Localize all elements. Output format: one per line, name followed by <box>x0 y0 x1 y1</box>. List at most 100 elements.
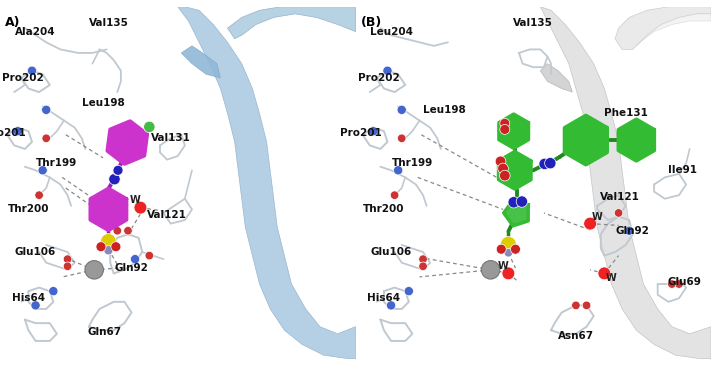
Polygon shape <box>498 152 531 189</box>
Circle shape <box>572 301 580 310</box>
Polygon shape <box>107 121 147 164</box>
Circle shape <box>48 286 58 296</box>
Polygon shape <box>228 7 356 39</box>
Text: Thr200: Thr200 <box>8 204 49 214</box>
Text: Leu198: Leu198 <box>423 105 466 115</box>
Text: Pro202: Pro202 <box>358 73 400 83</box>
Circle shape <box>109 173 120 185</box>
Circle shape <box>584 217 597 230</box>
Polygon shape <box>181 46 220 78</box>
Text: Val121: Val121 <box>147 210 187 220</box>
Circle shape <box>101 234 117 249</box>
Circle shape <box>131 255 139 264</box>
Polygon shape <box>636 14 711 46</box>
Circle shape <box>598 267 611 280</box>
Polygon shape <box>90 189 127 230</box>
Circle shape <box>387 301 396 310</box>
Text: Gln92: Gln92 <box>616 226 650 236</box>
Circle shape <box>625 226 634 235</box>
Text: W: W <box>592 212 603 222</box>
Circle shape <box>113 166 122 176</box>
Text: Thr200: Thr200 <box>363 204 405 214</box>
Circle shape <box>113 227 122 235</box>
Text: Val131: Val131 <box>151 133 191 143</box>
Circle shape <box>516 196 528 207</box>
Text: Pro201: Pro201 <box>0 128 26 138</box>
Text: His64: His64 <box>12 293 45 303</box>
Circle shape <box>393 166 403 175</box>
Circle shape <box>14 127 23 136</box>
Text: Thr199: Thr199 <box>392 158 433 168</box>
Polygon shape <box>540 63 572 92</box>
Text: Glu106: Glu106 <box>370 247 412 257</box>
Text: Pro201: Pro201 <box>340 128 382 138</box>
Text: His64: His64 <box>368 293 400 303</box>
Circle shape <box>111 242 121 252</box>
Circle shape <box>124 227 132 235</box>
Circle shape <box>145 251 154 260</box>
Circle shape <box>496 244 506 254</box>
Text: W: W <box>129 196 141 206</box>
Text: Asn67: Asn67 <box>558 331 594 341</box>
Circle shape <box>502 267 515 280</box>
Text: Gln92: Gln92 <box>114 263 149 273</box>
Circle shape <box>419 262 427 270</box>
Circle shape <box>508 197 519 208</box>
Text: Leu198: Leu198 <box>82 98 124 108</box>
Circle shape <box>31 301 40 310</box>
Polygon shape <box>565 116 606 164</box>
Circle shape <box>582 301 591 310</box>
Circle shape <box>397 134 406 142</box>
Text: Val135: Val135 <box>88 18 129 28</box>
Text: Glu69: Glu69 <box>668 277 701 287</box>
Circle shape <box>481 261 500 279</box>
Circle shape <box>113 165 123 175</box>
Circle shape <box>144 121 155 132</box>
Circle shape <box>614 209 623 217</box>
Circle shape <box>419 255 427 263</box>
Circle shape <box>38 166 47 175</box>
Text: Leu204: Leu204 <box>370 27 412 37</box>
Circle shape <box>545 158 556 169</box>
Circle shape <box>63 255 72 263</box>
Circle shape <box>35 191 43 199</box>
Text: Pro202: Pro202 <box>2 73 44 83</box>
Polygon shape <box>178 7 356 359</box>
Polygon shape <box>615 7 711 49</box>
Text: W: W <box>498 261 508 271</box>
Text: A): A) <box>6 15 21 29</box>
Circle shape <box>104 246 113 255</box>
Circle shape <box>668 280 676 288</box>
Polygon shape <box>619 120 654 161</box>
Circle shape <box>500 124 510 134</box>
Text: (B): (B) <box>360 15 382 29</box>
Circle shape <box>501 237 516 252</box>
Text: Ile91: Ile91 <box>668 165 697 175</box>
Text: Thr199: Thr199 <box>36 158 77 168</box>
Circle shape <box>397 105 407 114</box>
Text: Val135: Val135 <box>513 18 553 28</box>
Text: Gln67: Gln67 <box>88 327 122 337</box>
Circle shape <box>499 170 510 181</box>
Circle shape <box>404 286 414 296</box>
Circle shape <box>510 244 520 254</box>
Circle shape <box>539 158 550 170</box>
Text: Phe131: Phe131 <box>604 108 648 118</box>
Circle shape <box>504 248 513 257</box>
Polygon shape <box>499 114 528 148</box>
Circle shape <box>390 191 399 199</box>
Circle shape <box>42 105 51 114</box>
Polygon shape <box>540 7 711 359</box>
Circle shape <box>42 134 50 142</box>
Circle shape <box>383 66 392 75</box>
Circle shape <box>134 201 147 214</box>
Polygon shape <box>503 200 528 226</box>
Circle shape <box>498 163 508 174</box>
Circle shape <box>675 280 683 288</box>
Circle shape <box>368 127 378 136</box>
Circle shape <box>85 261 104 279</box>
Circle shape <box>500 118 510 128</box>
Circle shape <box>63 262 72 270</box>
Circle shape <box>96 242 106 252</box>
Circle shape <box>495 156 506 167</box>
